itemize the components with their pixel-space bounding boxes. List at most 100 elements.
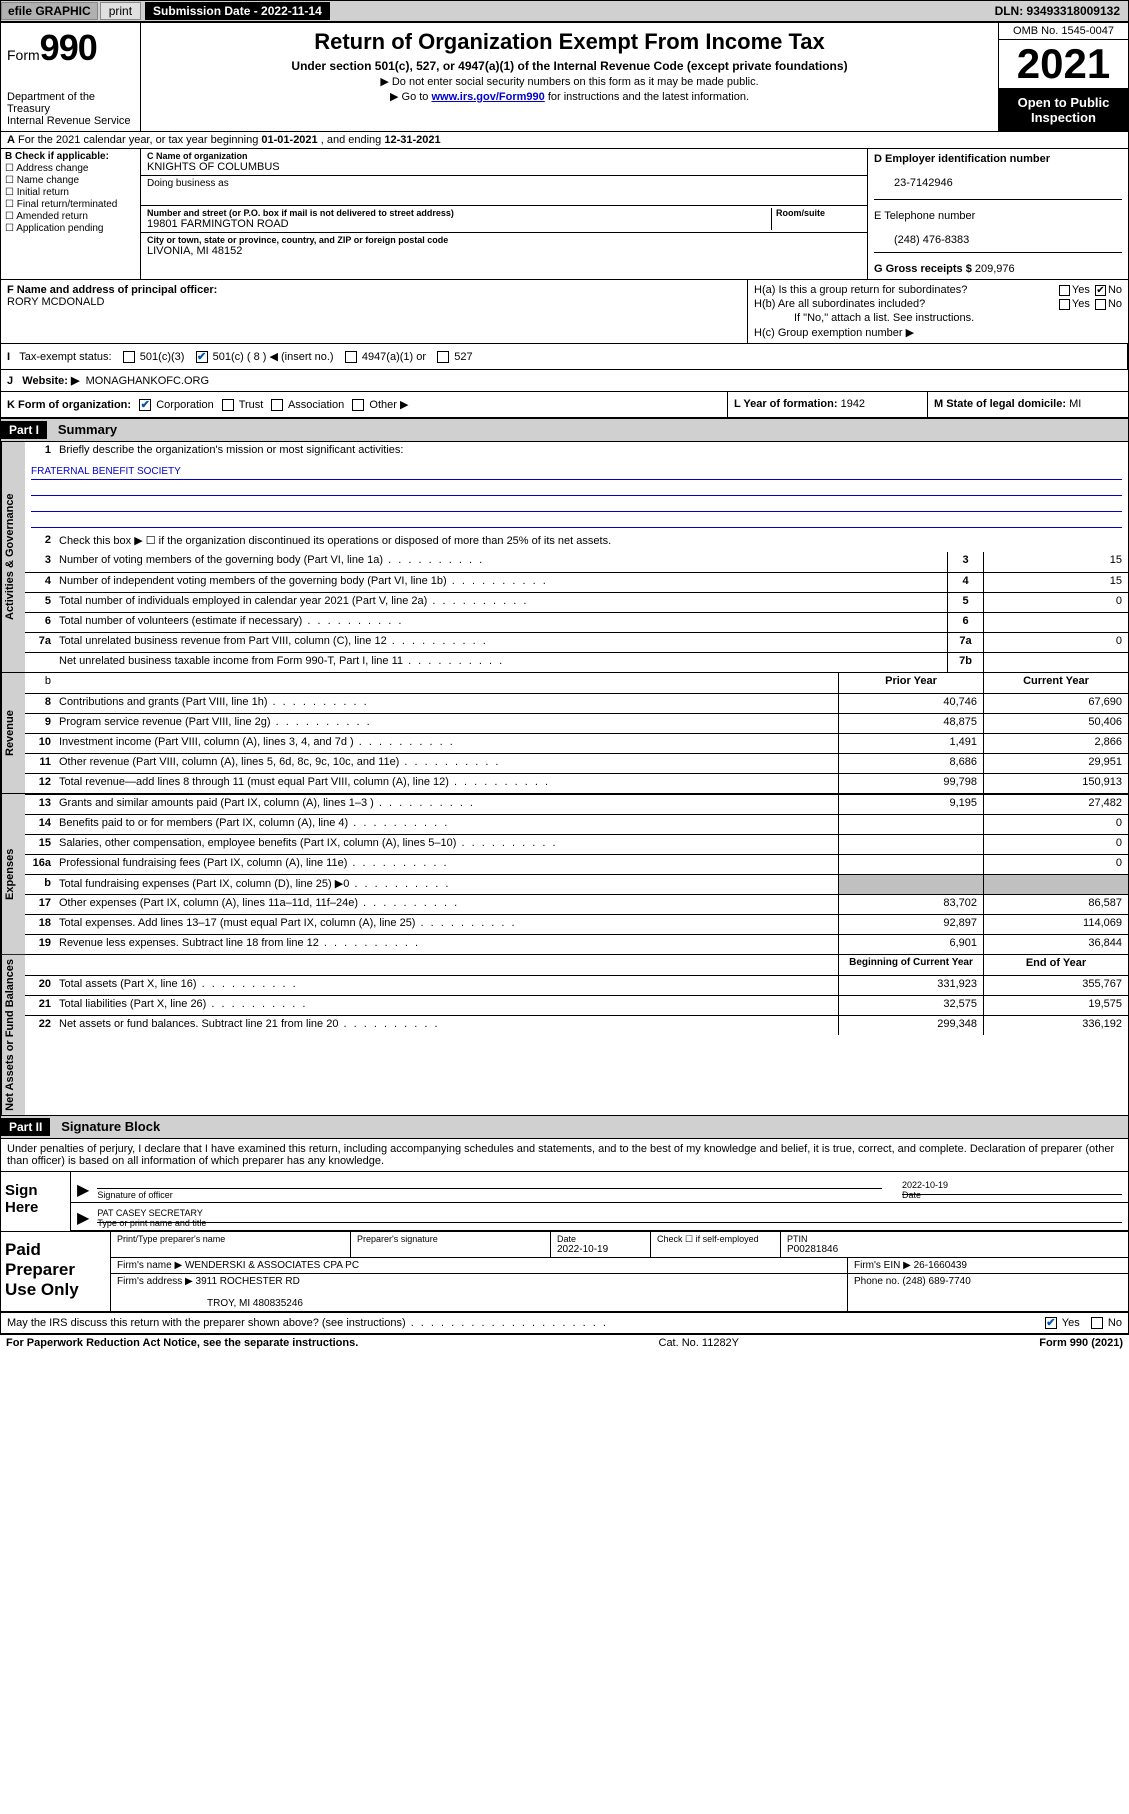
row-desc: Total assets (Part X, line 16) [55, 976, 838, 995]
row-desc: Grants and similar amounts paid (Part IX… [55, 795, 838, 814]
row-curr: 355,767 [983, 976, 1128, 995]
row-curr: 27,482 [983, 795, 1128, 814]
col-de-contact: D Employer identification number 23-7142… [868, 149, 1128, 279]
hb-yesno: Yes No [1057, 298, 1122, 310]
gov-desc: Total number of volunteers (estimate if … [55, 613, 947, 632]
prep-ptin-cell: PTINP00281846 [781, 1232, 1128, 1257]
firm-ein-lbl: Firm's EIN ▶ [854, 1260, 911, 1271]
ha-yes-box[interactable] [1059, 285, 1070, 296]
gross-value: 209,976 [975, 263, 1015, 275]
may-irs-no[interactable] [1091, 1317, 1103, 1329]
row-desc: Total expenses. Add lines 13–17 (must eq… [55, 915, 838, 934]
hb-yes-box[interactable] [1059, 299, 1070, 310]
net-body: Beginning of Current Year End of Year 20… [25, 955, 1128, 1115]
row-prior: 331,923 [838, 976, 983, 995]
m-val: MI [1069, 398, 1081, 410]
row-num: 18 [25, 915, 55, 934]
hb-no-box[interactable] [1095, 299, 1106, 310]
m-lbl: M State of legal domicile: [934, 398, 1066, 410]
row-prior [838, 815, 983, 834]
colB-label: B Check if applicable: [5, 151, 136, 162]
row-desc: Total fundraising expenses (Part IX, col… [55, 875, 838, 894]
sig-date-value: 2022-10-19 [902, 1180, 1122, 1190]
col-f-officer: F Name and address of principal officer:… [1, 280, 748, 343]
col-end-hdr: End of Year [983, 955, 1128, 975]
part1-title: Summary [58, 422, 117, 437]
part2-label: Part II [1, 1118, 50, 1136]
header-center: Return of Organization Exempt From Incom… [141, 23, 998, 131]
data-row-21: 21Total liabilities (Part X, line 26)32,… [25, 995, 1128, 1015]
header-right: OMB No. 1545-0047 2021 Open to Public In… [998, 23, 1128, 131]
row-prior: 299,348 [838, 1016, 983, 1035]
check-final-return[interactable]: ☐ Final return/terminated [5, 199, 136, 210]
header-line2: ▶ Go to www.irs.gov/Form990 for instruct… [151, 90, 988, 103]
row-curr: 36,844 [983, 935, 1128, 954]
date-lbl: Date [902, 1190, 921, 1200]
rowA-end: 12-31-2021 [384, 134, 440, 146]
data-row-10: 10Investment income (Part VIII, column (… [25, 733, 1128, 753]
section-revenue: Revenue b Prior Year Current Year 8Contr… [1, 673, 1128, 794]
check-501c[interactable] [196, 351, 208, 363]
check-association[interactable] [271, 399, 283, 411]
row-num: 17 [25, 895, 55, 914]
ha-row: H(a) Is this a group return for subordin… [754, 284, 1122, 296]
check-name-change[interactable]: ☐ Name change [5, 175, 136, 186]
dba-lbl: Doing business as [147, 178, 861, 189]
part2-title: Signature Block [61, 1119, 160, 1134]
may-irs-text: May the IRS discuss this return with the… [7, 1317, 1043, 1329]
check-application-pending[interactable]: ☐ Application pending [5, 223, 136, 234]
check-initial-return[interactable]: ☐ Initial return [5, 187, 136, 198]
ha-no-box[interactable] [1095, 285, 1106, 296]
gov-cellval: 0 [983, 593, 1128, 612]
data-row-13: 13Grants and similar amounts paid (Part … [25, 794, 1128, 814]
gov-cellval: 15 [983, 573, 1128, 592]
prep-name-cell: Print/Type preparer's name [111, 1232, 351, 1257]
mission-lines: FRATERNAL BENEFIT SOCIETY [25, 462, 1128, 532]
data-row-15: 15Salaries, other compensation, employee… [25, 834, 1128, 854]
ck-lbl-1: Name change [17, 175, 79, 186]
data-row-8: 8Contributions and grants (Part VIII, li… [25, 693, 1128, 713]
governance-body: 1 Briefly describe the organization's mi… [25, 442, 1128, 672]
page-footer: For Paperwork Reduction Act Notice, see … [0, 1335, 1129, 1351]
row-i-tax-status: I Tax-exempt status: 501(c)(3) 501(c) ( … [1, 344, 1128, 369]
gov-row-3: 3Number of voting members of the governi… [25, 552, 1128, 572]
row-m-state: M State of legal domicile: MI [928, 392, 1128, 417]
officer-signature-field[interactable]: Signature of officer [97, 1188, 882, 1200]
row-num: 22 [25, 1016, 55, 1035]
row-num: 16a [25, 855, 55, 874]
check-amended-return[interactable]: ☐ Amended return [5, 211, 136, 222]
l-val: 1942 [841, 398, 865, 410]
check-self-lbl[interactable]: Check ☐ if self-employed [657, 1234, 759, 1244]
print-button[interactable]: print [100, 2, 141, 20]
firm-addr-cell: Firm's address ▶ 3911 ROCHESTER RD TROY,… [111, 1274, 848, 1311]
check-4947[interactable] [345, 351, 357, 363]
efile-button[interactable]: efile GRAPHIC [1, 2, 98, 20]
open-inspection: Open to Public Inspection [999, 89, 1128, 131]
form-subtitle: Under section 501(c), 527, or 4947(a)(1)… [151, 59, 988, 73]
irs-link[interactable]: www.irs.gov/Form990 [431, 91, 544, 103]
may-irs-yes[interactable] [1045, 1317, 1057, 1329]
col-h-group: H(a) Is this a group return for subordin… [748, 280, 1128, 343]
check-501c3[interactable] [123, 351, 135, 363]
check-corporation[interactable] [139, 399, 151, 411]
header-line1: Do not enter social security numbers on … [151, 75, 988, 88]
check-trust[interactable] [222, 399, 234, 411]
rowA-begin: 01-01-2021 [261, 134, 317, 146]
prep-sig-cell: Preparer's signature [351, 1232, 551, 1257]
phone-value: (248) 476-8383 [894, 234, 969, 246]
check-address-change[interactable]: ☐ Address change [5, 163, 136, 174]
check-other[interactable] [352, 399, 364, 411]
gov-cellnum: 3 [947, 552, 983, 572]
rowA-pre: For the 2021 calendar year, or tax year … [18, 134, 261, 146]
rev-hdr-desc [55, 673, 838, 693]
gov-cellnum: 5 [947, 593, 983, 612]
check-527[interactable] [437, 351, 449, 363]
hc-row: H(c) Group exemption number ▶ [754, 326, 1122, 339]
data-row-b: bTotal fundraising expenses (Part IX, co… [25, 874, 1128, 894]
row-num: 19 [25, 935, 55, 954]
city-lbl: City or town, state or province, country… [147, 235, 861, 245]
gov-cellnum: 7a [947, 633, 983, 652]
firm-name-lbl: Firm's name ▶ [117, 1260, 182, 1271]
type-name-lbl: Type or print name and title [97, 1218, 206, 1228]
phone-row: E Telephone number (248) 476-8383 [874, 204, 1122, 253]
